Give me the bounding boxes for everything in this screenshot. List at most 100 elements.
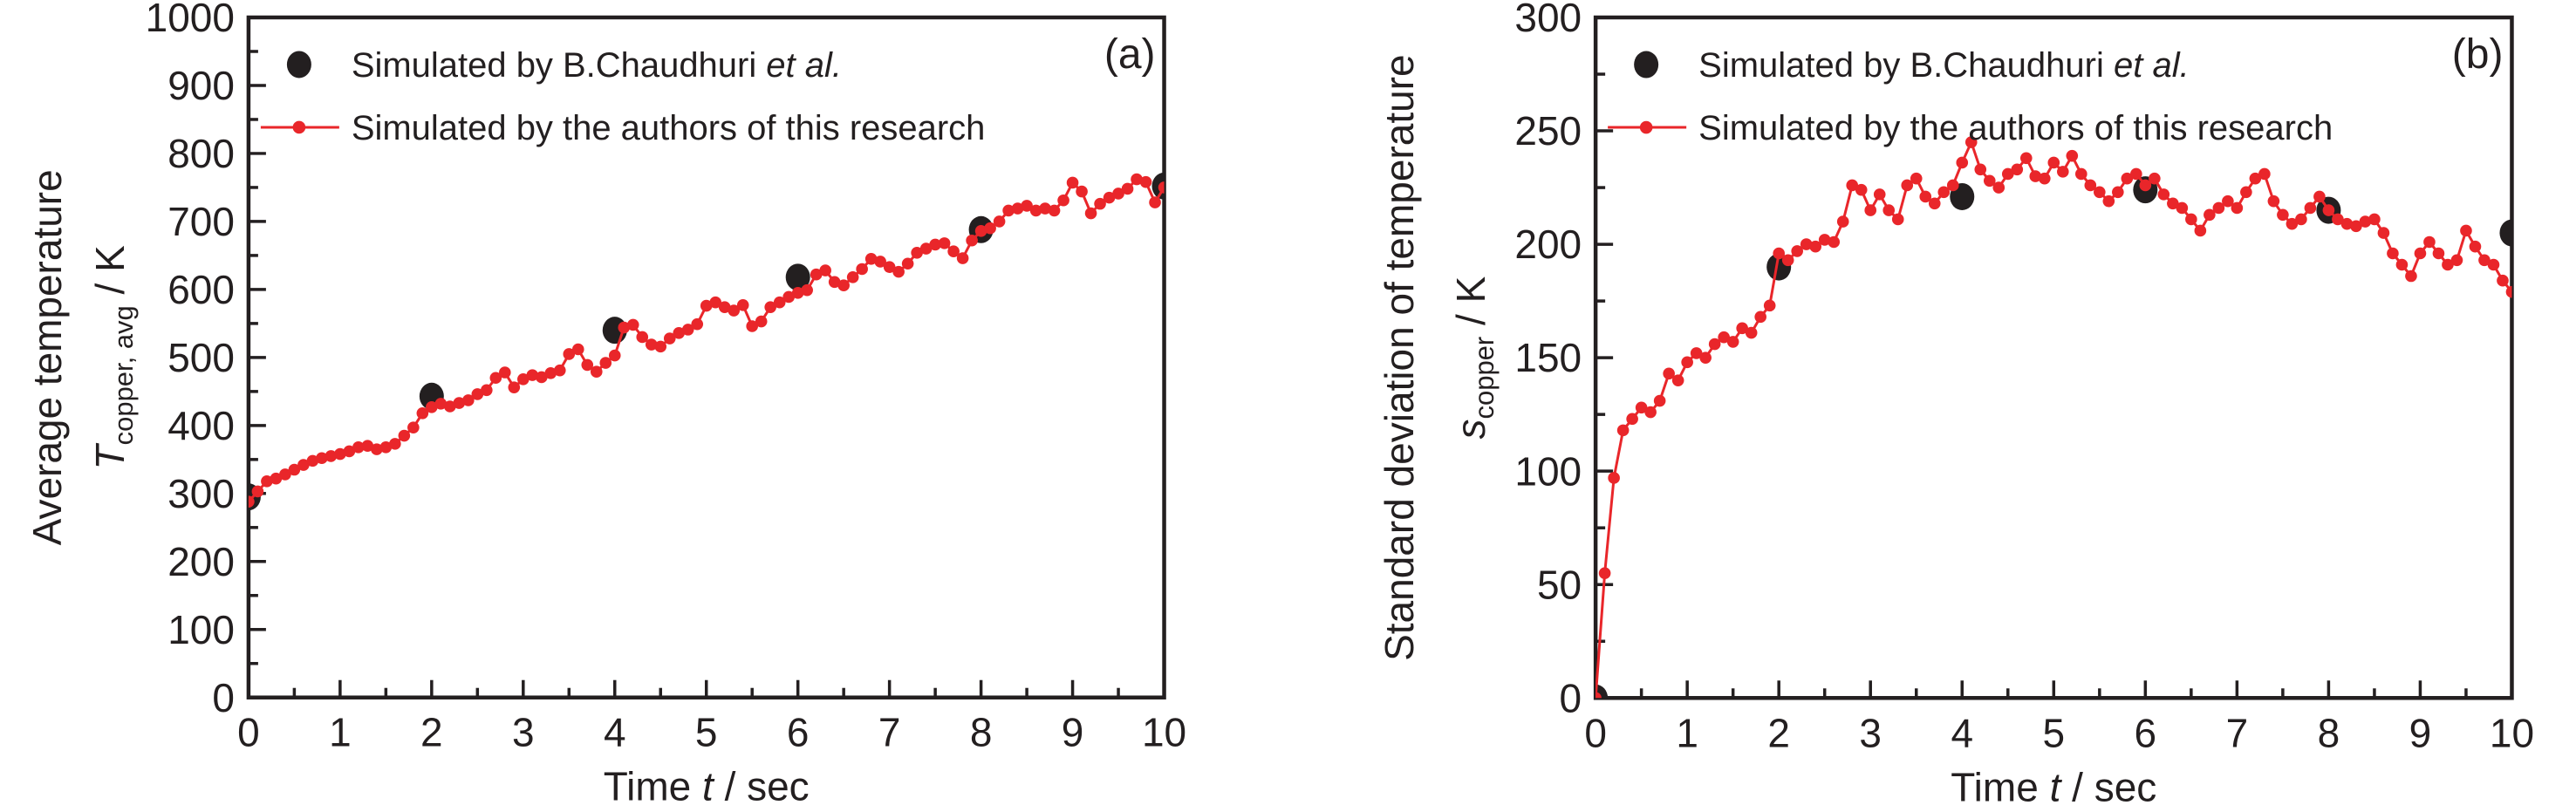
red-data-point: [1066, 176, 1079, 189]
x-tick-label: 8: [970, 710, 993, 755]
red-data-point: [2157, 188, 2169, 201]
red-data-point: [2028, 170, 2041, 182]
panel-label: (a): [1104, 31, 1156, 78]
chart-svg-a: 0 1 2 3 4 5 6 7 8 9 100100200300400500600700800900…: [24, 0, 1186, 809]
red-data-point: [352, 440, 365, 454]
x-axis-title: Time t / sec: [604, 764, 810, 809]
legend-red-dot-marker: [292, 120, 306, 134]
red-data-point: [608, 349, 621, 362]
red-data-point: [2148, 172, 2161, 185]
red-data-point: [1635, 401, 1647, 414]
legend-label-chaudhuri: Simulated by B.Chaudhuri et al.: [352, 46, 842, 85]
y-tick-label: 1000: [146, 0, 235, 40]
red-data-point: [2046, 156, 2060, 169]
red-data-point: [1671, 374, 1684, 386]
red-data-point: [248, 495, 255, 508]
red-data-point: [1643, 406, 1657, 419]
red-data-point: [1653, 394, 1665, 407]
red-data-point: [517, 373, 530, 386]
red-data-point: [974, 225, 987, 237]
x-axis-title: Time t / sec: [1951, 764, 2156, 809]
red-data-point: [956, 252, 969, 264]
red-data-point: [2441, 258, 2454, 271]
red-data-point: [462, 394, 475, 406]
y-tick-label: 150: [1514, 335, 1582, 380]
black-data-point: [2498, 219, 2511, 247]
red-data-point: [1781, 254, 1794, 267]
red-data-point: [1717, 331, 1730, 344]
x-tick-label: 2: [1767, 710, 1790, 755]
red-data-point: [2102, 194, 2115, 208]
red-data-point: [1595, 692, 1602, 699]
x-tick-label: 10: [2489, 710, 2533, 755]
series-black-markers: [248, 172, 1165, 511]
red-data-point: [1735, 322, 1748, 335]
red-data-point: [306, 454, 319, 467]
red-data-point: [691, 317, 704, 331]
red-data-point: [1158, 181, 1165, 194]
red-data-point: [2267, 194, 2279, 208]
x-tick-label: 9: [1062, 710, 1084, 755]
red-data-point: [2422, 235, 2436, 249]
y-tick-label: 100: [167, 607, 235, 652]
red-data-point: [1918, 190, 1931, 203]
red-data-point: [2203, 208, 2216, 222]
red-data-point: [2231, 201, 2243, 215]
x-tick-label: 7: [878, 710, 901, 755]
legend-label-authors: Simulated by the authors of this researc…: [1698, 109, 2333, 147]
red-data-point: [828, 276, 841, 289]
red-data-point: [1094, 197, 1106, 210]
red-data-point: [2184, 213, 2197, 226]
y-axis-title-line2: Tcopper, avg / K: [87, 245, 139, 470]
red-data-point: [883, 261, 896, 273]
series-red-markers: [1595, 136, 2511, 699]
red-data-point: [663, 332, 676, 345]
red-data-point: [618, 321, 631, 334]
red-data-point: [2377, 227, 2389, 239]
red-data-point: [2019, 152, 2033, 165]
red-data-point: [2386, 247, 2399, 260]
red-data-point: [1790, 245, 1803, 257]
red-data-point: [947, 245, 960, 258]
red-data-point: [1863, 204, 1876, 216]
red-data-point: [645, 338, 658, 351]
y-axis-title-line1: Standard deviation of temperature: [1377, 54, 1422, 661]
y-axis-title-line1: Average temperature: [24, 169, 70, 545]
red-data-point: [2286, 217, 2298, 230]
red-data-point: [728, 304, 741, 317]
red-data-point: [2212, 201, 2224, 215]
red-data-point: [297, 459, 310, 471]
red-data-point: [846, 271, 859, 283]
red-data-point: [709, 296, 722, 309]
red-data-point: [453, 397, 466, 409]
y-tick-label: 400: [167, 403, 235, 448]
red-data-point: [553, 364, 566, 377]
red-data-point: [773, 296, 786, 309]
red-data-point: [901, 257, 914, 270]
red-data-point: [2395, 258, 2408, 271]
y-tick-label: 0: [212, 675, 235, 720]
red-data-point: [1836, 215, 1849, 228]
legend-black-dot-marker: [1633, 51, 1658, 78]
x-tick-label: 0: [237, 710, 260, 755]
red-data-point: [673, 326, 686, 339]
legend-label-authors: Simulated by the authors of this researc…: [352, 109, 985, 147]
red-data-point: [1763, 299, 1775, 312]
y-tick-label: 50: [1536, 562, 1581, 607]
red-data-point: [2459, 224, 2472, 237]
red-data-point: [1937, 186, 1950, 199]
red-data-point: [1964, 136, 1978, 148]
x-tick-label: 2: [420, 710, 443, 755]
red-data-point: [261, 474, 273, 488]
red-data-point: [508, 381, 521, 393]
red-data-point: [1973, 163, 1986, 176]
red-data-point: [571, 343, 584, 356]
red-data-point: [626, 318, 639, 331]
red-data-point: [1690, 347, 1702, 359]
y-tick-label: 300: [1514, 0, 1582, 40]
red-data-point: [791, 286, 804, 299]
x-tick-label: 5: [695, 710, 718, 755]
red-data-point: [251, 485, 264, 498]
y-tick-labels: 0 100 200 300 400 500 600 700 800 900 1000: [146, 0, 235, 720]
red-data-point: [1121, 182, 1134, 195]
